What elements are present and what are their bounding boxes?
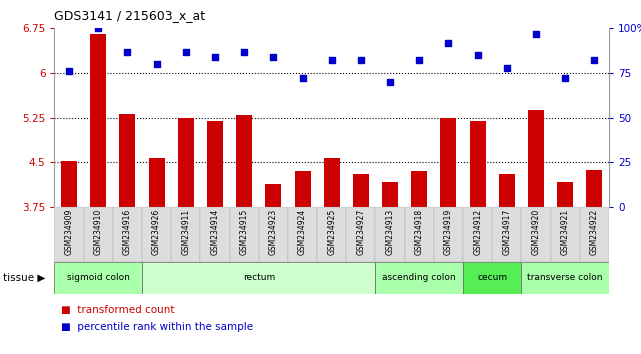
Bar (412, 171, 428, 207)
Bar (236, 115, 252, 207)
Point (210, 54, 220, 60)
Bar (528, 110, 544, 207)
Bar (294, 171, 310, 207)
Point (385, 79, 395, 85)
Point (181, 49, 191, 55)
Text: cecum: cecum (477, 273, 507, 282)
Bar (557, 182, 573, 207)
Bar (90, 34, 106, 207)
Bar (376, 207, 404, 262)
Bar (142, 207, 171, 262)
Text: GSM234914: GSM234914 (210, 209, 219, 255)
Bar (382, 182, 398, 207)
Text: GSM234916: GSM234916 (123, 209, 132, 255)
Bar (521, 262, 609, 294)
Text: ■  transformed count: ■ transformed count (61, 305, 174, 315)
Bar (317, 207, 346, 262)
Bar (404, 207, 434, 262)
Text: GSM234921: GSM234921 (561, 209, 570, 255)
Point (326, 58, 337, 63)
Text: sigmoid colon: sigmoid colon (67, 273, 129, 282)
Point (122, 49, 133, 55)
Bar (551, 207, 579, 262)
Bar (229, 207, 259, 262)
Bar (113, 207, 142, 262)
Bar (470, 121, 486, 207)
Bar (61, 161, 77, 207)
Text: GSM234927: GSM234927 (356, 209, 365, 255)
Bar (54, 262, 142, 294)
Point (560, 75, 570, 81)
Bar (499, 174, 515, 207)
Point (531, 31, 541, 36)
Bar (207, 121, 223, 207)
Bar (346, 207, 376, 262)
Bar (178, 118, 194, 207)
Text: GDS3141 / 215603_x_at: GDS3141 / 215603_x_at (54, 9, 206, 22)
Point (64, 68, 74, 74)
Point (502, 65, 512, 70)
Bar (434, 207, 463, 262)
Bar (440, 118, 456, 207)
Bar (288, 207, 317, 262)
Bar (54, 207, 84, 262)
Point (239, 49, 249, 55)
Text: GSM234926: GSM234926 (152, 209, 161, 255)
Text: GSM234915: GSM234915 (240, 209, 249, 255)
Bar (171, 207, 201, 262)
Text: ■  percentile rank within the sample: ■ percentile rank within the sample (61, 322, 253, 332)
Point (472, 52, 483, 58)
Bar (463, 207, 492, 262)
Bar (259, 207, 288, 262)
Bar (521, 207, 551, 262)
Point (414, 58, 424, 63)
Point (589, 58, 599, 63)
Point (356, 58, 366, 63)
Bar (376, 262, 463, 294)
Text: GSM234913: GSM234913 (386, 209, 395, 255)
Point (444, 40, 454, 45)
Text: GSM234909: GSM234909 (65, 209, 74, 255)
Point (151, 61, 162, 67)
Point (268, 54, 278, 60)
Bar (84, 207, 113, 262)
Bar (324, 158, 340, 207)
Bar (492, 207, 521, 262)
Bar (119, 114, 135, 207)
Text: GSM234917: GSM234917 (503, 209, 512, 255)
Point (297, 75, 308, 81)
Text: GSM234920: GSM234920 (531, 209, 540, 255)
Text: tissue ▶: tissue ▶ (3, 273, 46, 283)
Bar (587, 170, 603, 207)
Text: GSM234923: GSM234923 (269, 209, 278, 255)
Bar (353, 174, 369, 207)
Text: ascending colon: ascending colon (383, 273, 456, 282)
Bar (149, 158, 165, 207)
Text: GSM234918: GSM234918 (415, 209, 424, 255)
Bar (265, 184, 281, 207)
Bar (142, 262, 376, 294)
Bar (579, 207, 609, 262)
Text: GSM234922: GSM234922 (590, 209, 599, 255)
Text: GSM234910: GSM234910 (94, 209, 103, 255)
Bar (201, 207, 229, 262)
Text: rectum: rectum (243, 273, 275, 282)
Text: GSM234911: GSM234911 (181, 209, 190, 255)
Text: GSM234919: GSM234919 (444, 209, 453, 255)
Text: GSM234912: GSM234912 (473, 209, 482, 255)
Text: transverse colon: transverse colon (528, 273, 603, 282)
Bar (463, 262, 521, 294)
Text: GSM234925: GSM234925 (327, 209, 337, 255)
Point (93, 25, 103, 31)
Text: GSM234924: GSM234924 (298, 209, 307, 255)
